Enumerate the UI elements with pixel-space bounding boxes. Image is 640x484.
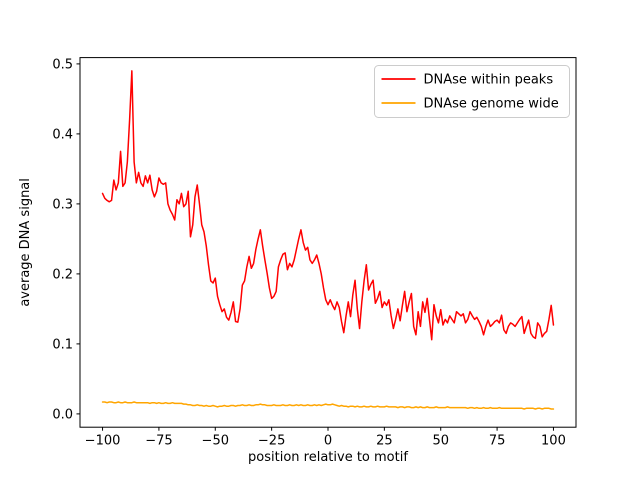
series-dnase-genome-wide bbox=[101, 401, 555, 410]
x-axis-label: position relative to motif bbox=[248, 450, 408, 465]
legend-label: DNAse genome wide bbox=[424, 97, 559, 112]
x-tick-label: 0 bbox=[324, 434, 332, 449]
x-tick-label: −100 bbox=[85, 434, 121, 449]
legend: DNAse within peaks DNAse genome wide bbox=[374, 65, 570, 118]
y-tick-label: 0.0 bbox=[52, 407, 73, 422]
legend-label: DNAse within peaks bbox=[424, 73, 554, 88]
series-dnase-within-peaks bbox=[101, 70, 555, 341]
legend-entry: DNAse within peaks bbox=[381, 73, 554, 88]
y-tick-label: 0.5 bbox=[52, 57, 73, 72]
x-tick-label: 100 bbox=[541, 434, 566, 449]
x-tick-label: 25 bbox=[376, 434, 393, 449]
x-tick-label: 50 bbox=[432, 434, 449, 449]
x-tick-label: −25 bbox=[258, 434, 285, 449]
y-tick-label: 0.3 bbox=[52, 197, 73, 212]
y-axis-label: average DNA signal bbox=[18, 178, 33, 307]
y-tick-label: 0.2 bbox=[52, 267, 73, 282]
x-tick-label: 75 bbox=[489, 434, 506, 449]
y-axis: 0.0 0.1 0.2 0.3 0.4 0.5 bbox=[52, 57, 80, 422]
y-tick-label: 0.4 bbox=[52, 127, 73, 142]
x-axis: −100 −75 −50 −25 0 25 50 75 100 bbox=[85, 427, 566, 449]
y-tick-label: 0.1 bbox=[52, 337, 73, 352]
legend-entry: DNAse genome wide bbox=[381, 97, 559, 112]
x-tick-label: −75 bbox=[145, 434, 172, 449]
x-tick-label: −50 bbox=[202, 434, 229, 449]
legend-box bbox=[374, 65, 570, 118]
